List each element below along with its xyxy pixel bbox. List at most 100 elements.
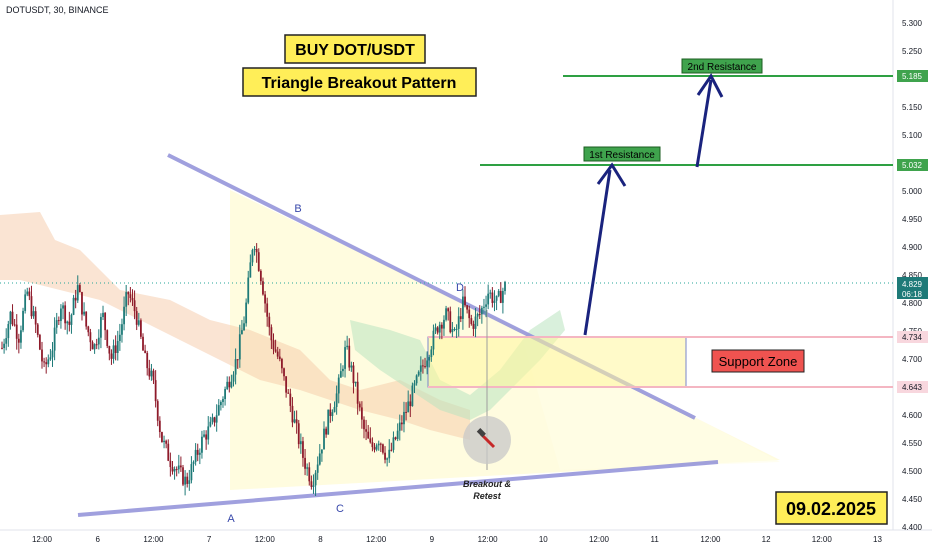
candle-body bbox=[194, 449, 197, 462]
candle-body bbox=[415, 375, 418, 384]
candle-body bbox=[112, 345, 115, 359]
candle-body bbox=[230, 381, 233, 388]
candle-body bbox=[232, 374, 235, 382]
candle-body bbox=[432, 330, 435, 350]
candle-body bbox=[15, 324, 18, 339]
candle-body bbox=[426, 360, 429, 367]
candle-body bbox=[495, 295, 498, 301]
y-tick-label: 4.400 bbox=[902, 523, 923, 532]
candle-body bbox=[445, 308, 447, 320]
support-top-price: 4.734 bbox=[902, 333, 923, 342]
candle-body bbox=[462, 296, 464, 319]
candle-body bbox=[371, 442, 374, 448]
resistance-1-price-badge bbox=[897, 159, 928, 171]
candle-body bbox=[125, 292, 128, 307]
candle-body bbox=[287, 392, 290, 394]
candle-body bbox=[491, 292, 494, 303]
candle-body bbox=[154, 380, 157, 402]
candle-body bbox=[184, 476, 187, 485]
candle-body bbox=[219, 402, 222, 406]
candle-body bbox=[211, 417, 214, 422]
lower-trendline bbox=[77, 460, 719, 517]
title-box-1-bg bbox=[284, 34, 426, 64]
y-tick-label: 4.550 bbox=[902, 439, 923, 448]
candle-body bbox=[163, 440, 165, 443]
candle-body bbox=[422, 365, 424, 367]
candles-group bbox=[1, 243, 506, 496]
candle-body bbox=[148, 368, 151, 377]
candle-body bbox=[424, 366, 426, 368]
candle-body bbox=[274, 349, 277, 352]
candle-body bbox=[302, 441, 304, 458]
candle-body bbox=[392, 437, 395, 450]
y-tick-label: 4.500 bbox=[902, 467, 923, 476]
current-price-badge bbox=[897, 277, 928, 299]
candle-body bbox=[398, 422, 401, 431]
pivot-label-c: C bbox=[336, 503, 344, 515]
support-bottom-price: 4.643 bbox=[902, 383, 923, 392]
candle-body bbox=[299, 441, 302, 445]
candle-body bbox=[76, 285, 79, 301]
candle-body bbox=[137, 320, 140, 325]
candle-body bbox=[182, 467, 184, 485]
candle-body bbox=[100, 317, 102, 338]
candle-body bbox=[447, 308, 450, 312]
candle-body bbox=[504, 281, 506, 292]
y-tick-label: 5.150 bbox=[902, 103, 923, 112]
candle-body bbox=[224, 389, 226, 400]
candle-body bbox=[443, 319, 445, 329]
candle-body bbox=[354, 381, 357, 384]
candle-body bbox=[270, 327, 273, 341]
resistance-1-price: 5.032 bbox=[902, 161, 923, 170]
candle-body bbox=[5, 338, 8, 344]
candle-body bbox=[249, 262, 252, 278]
candle-body bbox=[179, 465, 182, 468]
candle-body bbox=[377, 443, 380, 446]
y-tick-label: 4.700 bbox=[902, 355, 923, 364]
resistance-1-label: 1st Resistance bbox=[589, 150, 655, 161]
candle-body bbox=[158, 420, 161, 433]
candle-body bbox=[156, 401, 159, 421]
candle-body bbox=[314, 472, 317, 486]
candle-body bbox=[289, 393, 292, 406]
hammer-icon bbox=[476, 428, 496, 449]
candle-body bbox=[3, 343, 6, 349]
title-box-2-bg bbox=[242, 67, 477, 97]
time-axis[interactable]: 12:00 6 12:00 7 12:00 8 12:00 9 12:00 10 12:00 11 12… bbox=[32, 535, 883, 544]
candle-body bbox=[295, 419, 298, 424]
arrow-head-1 bbox=[596, 162, 627, 187]
candle-body bbox=[337, 377, 340, 394]
candle-body bbox=[207, 426, 210, 440]
x-tick-label: 10 bbox=[539, 535, 548, 544]
candle-body bbox=[108, 346, 111, 354]
support-bottom-price-badge bbox=[897, 381, 928, 393]
candle-body bbox=[369, 438, 372, 443]
y-tick-label: 5.250 bbox=[902, 47, 923, 56]
candle-body bbox=[350, 365, 353, 368]
candle-body bbox=[238, 334, 241, 360]
candle-body bbox=[266, 303, 269, 317]
candle-body bbox=[285, 376, 288, 393]
support-zone bbox=[427, 336, 687, 388]
candle-body bbox=[102, 312, 104, 318]
candle-body bbox=[215, 415, 218, 423]
candle-body bbox=[464, 296, 466, 306]
candle-body bbox=[152, 370, 155, 381]
title-line-1: BUY DOT/USDT bbox=[295, 42, 415, 59]
candle-body bbox=[497, 290, 500, 296]
candle-body bbox=[81, 292, 83, 315]
candle-body bbox=[403, 411, 405, 425]
candle-body bbox=[253, 248, 256, 251]
date-badge-bg bbox=[775, 491, 888, 525]
x-tick-label: 12:00 bbox=[700, 535, 721, 544]
candle-body bbox=[501, 291, 504, 303]
date-badge: 09.02.2025 bbox=[786, 499, 876, 519]
candle-body bbox=[114, 345, 117, 353]
candle-body bbox=[487, 293, 490, 305]
candle-body bbox=[89, 332, 92, 343]
candle-body bbox=[480, 307, 483, 315]
candle-body bbox=[304, 457, 306, 469]
candle-body bbox=[49, 357, 52, 360]
